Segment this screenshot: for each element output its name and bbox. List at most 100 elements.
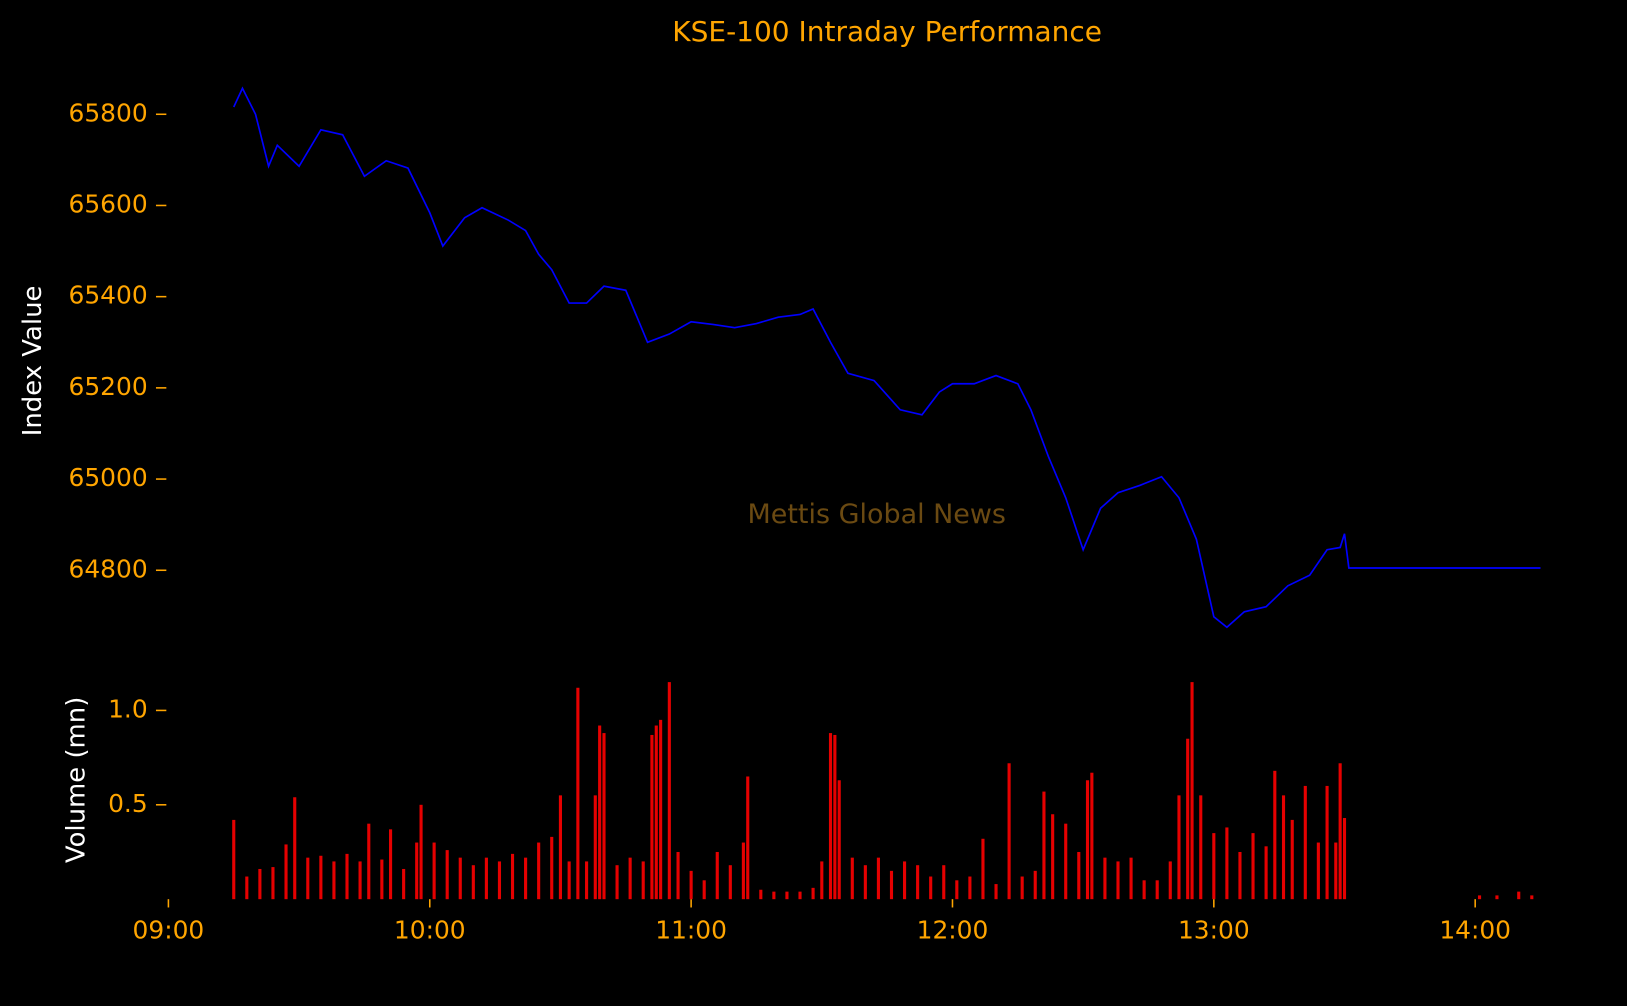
volume-bar [1212, 833, 1216, 900]
volume-bar [402, 868, 406, 900]
volume-bar [702, 880, 706, 900]
x-tick-label: 09:00 [133, 915, 205, 944]
volume-bar [654, 725, 658, 900]
volume-bar [558, 795, 562, 900]
volume-bar [432, 842, 436, 900]
volume-bar [332, 861, 336, 900]
volume-bar [345, 853, 349, 900]
volume-bar [1033, 870, 1037, 900]
x-tick-label: 13:00 [1178, 915, 1250, 944]
volume-bar [1064, 823, 1068, 900]
volume-bar [641, 861, 645, 900]
volume-bar [759, 889, 763, 900]
volume-bar [929, 876, 933, 900]
volume-bar [319, 855, 323, 900]
volume-bar [741, 842, 745, 900]
volume-bar [772, 891, 776, 900]
volume-bar [602, 733, 606, 900]
volume-bar [1264, 846, 1268, 900]
volume-bar [1477, 895, 1482, 900]
volume-bar [1190, 682, 1194, 900]
volume-bar [284, 844, 288, 900]
volume-bar [293, 797, 297, 900]
y-tick-label: 65800 [69, 98, 148, 127]
volume-bar [1238, 851, 1242, 900]
volume-bar [1042, 791, 1046, 900]
volume-bar [1495, 895, 1499, 900]
volume-bar [389, 829, 393, 900]
volume-bar [955, 880, 959, 900]
volume-bar [1177, 795, 1181, 900]
y-axis-label: Index Value [18, 286, 48, 437]
volume-bar [367, 823, 371, 900]
volume-bar [728, 865, 732, 900]
volume-bar [1251, 833, 1255, 900]
volume-bar [863, 865, 867, 900]
volume-bar [245, 876, 249, 900]
volume-bar [850, 857, 854, 900]
volume-bar [1199, 795, 1203, 900]
volume-bar [903, 861, 907, 900]
volume-bar [1530, 895, 1534, 900]
volume-bar [1325, 785, 1329, 900]
volume-bar [1334, 842, 1338, 900]
volume-bar [1225, 827, 1229, 900]
volume-bar [1142, 880, 1146, 900]
volume-bar [497, 861, 502, 900]
volume-bar [994, 884, 998, 900]
volume-bar [306, 857, 310, 900]
volume-bar [615, 865, 619, 900]
volume-bar [981, 838, 985, 900]
volume-bar [1186, 738, 1190, 900]
volume-bar [1303, 785, 1307, 900]
volume-bar [785, 891, 789, 900]
volume-bar [1316, 842, 1320, 900]
volume-bar [445, 850, 449, 900]
volume-bar [798, 891, 802, 900]
volume-bar [598, 725, 602, 900]
volume-bar [876, 857, 880, 900]
volume-bar [916, 865, 920, 900]
index-line [233, 86, 1541, 629]
volume-bar [458, 857, 462, 900]
volume-bar [1517, 891, 1521, 900]
y-tick-label: 65000 [69, 463, 148, 492]
x-tick-label: 11:00 [655, 915, 727, 944]
volume-bar [746, 776, 750, 900]
y-tick-label: 64800 [69, 554, 148, 583]
volume-bar [689, 870, 693, 900]
volume-bar [1290, 819, 1294, 900]
volume-bar [1168, 861, 1172, 900]
volume-bar [715, 851, 719, 900]
volume-bar [837, 780, 841, 900]
volume-bar [628, 857, 632, 900]
volume-bar [1129, 857, 1133, 900]
volume-bar [942, 865, 946, 900]
volume-bar [585, 861, 589, 900]
volume-bar [419, 804, 423, 900]
volume-bar [1085, 780, 1090, 900]
volume-bar [676, 851, 680, 900]
volume-bar [828, 733, 833, 900]
watermark: Mettis Global News [748, 499, 1006, 530]
x-tick-label: 14:00 [1439, 915, 1511, 944]
volume-bar [1020, 876, 1024, 900]
volume-bar [567, 861, 571, 900]
volume-bar [820, 861, 824, 900]
volume-bar [667, 682, 671, 900]
volume-bar [510, 853, 515, 900]
volume-bar [593, 795, 597, 900]
volume-bar [1103, 857, 1107, 900]
volume-bar [1007, 763, 1011, 900]
volume-bar [1273, 770, 1277, 900]
volume-bar [550, 836, 554, 900]
y-tick-label: 0.5 [108, 789, 148, 818]
volume-bar [576, 687, 580, 900]
volume-bar [380, 859, 384, 900]
volume-bar [537, 842, 541, 900]
volume-bar [1116, 861, 1120, 900]
volume-bar [1090, 772, 1094, 900]
volume-bar [1155, 880, 1159, 900]
